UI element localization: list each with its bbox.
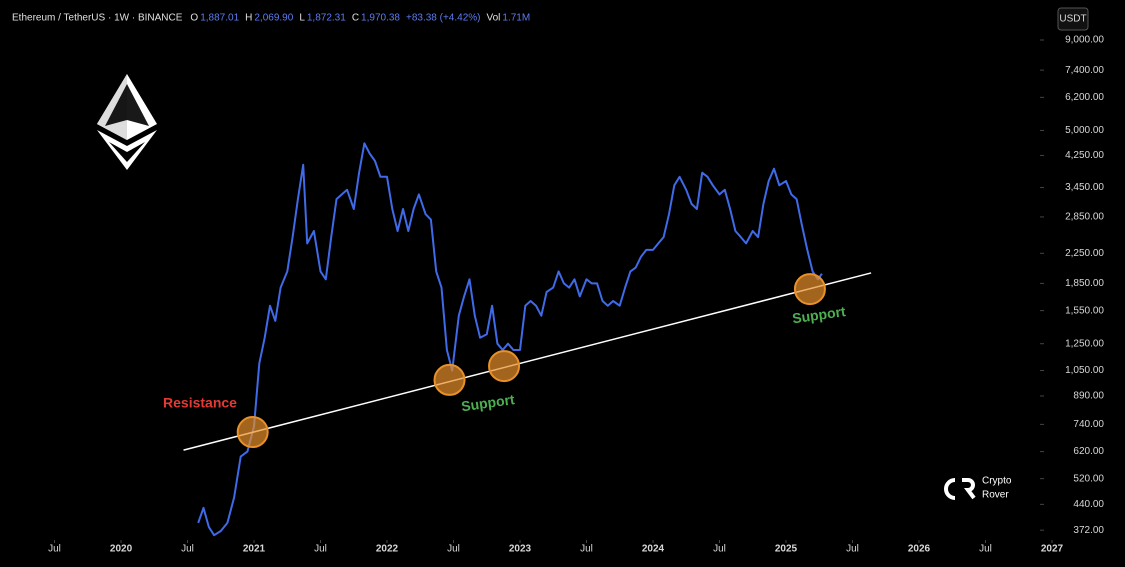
trendline (183, 272, 872, 451)
y-tick-label: 2,850.00 (1065, 212, 1104, 223)
x-tick-label: Jul (713, 544, 726, 555)
ohlc-value: 2,069.90 (254, 13, 293, 24)
currency-box (1057, 7, 1089, 31)
touch-circle (793, 273, 826, 306)
y-tick-label: 890.00 (1073, 391, 1104, 402)
x-tick-label: 2022 (376, 544, 399, 555)
price-axis-panel (1040, 0, 1125, 567)
x-tick-label: Jul (181, 544, 194, 555)
ohlc-key: C (352, 13, 359, 24)
ohlc-value: 1,872.31 (307, 13, 346, 24)
x-tick-label: Jul (580, 544, 593, 555)
x-tick-label: Jul (314, 544, 327, 555)
volume-value: 1.71M (502, 13, 530, 24)
y-tick-label: 1,250.00 (1065, 338, 1104, 349)
x-tick-label: 2021 (243, 544, 266, 555)
ohlc-key: L (299, 13, 305, 24)
y-tick-label: 520.00 (1073, 473, 1104, 484)
y-tick-label: 4,250.00 (1065, 150, 1104, 161)
currency: USDT (1059, 14, 1086, 25)
plot-area (183, 142, 872, 537)
y-tick-label: 9,000.00 (1065, 35, 1104, 46)
x-tick-label: Jul (846, 544, 859, 555)
y-tick-label: 5,000.00 (1065, 125, 1104, 136)
x-tick-label: 2020 (110, 544, 133, 555)
y-tick-label: 7,400.00 (1065, 65, 1104, 76)
x-tick-label: 2023 (509, 544, 532, 555)
y-tick-label: 740.00 (1073, 419, 1104, 430)
ohlc-value: 1,887.01 (200, 13, 239, 24)
x-tick-label: Jul (48, 544, 61, 555)
price-line (197, 142, 823, 537)
y-tick-label: 440.00 (1073, 499, 1104, 510)
y-tick-label: 620.00 (1073, 446, 1104, 457)
symbol-title: Ethereum / TetherUS · 1W · BINANCE (12, 13, 183, 24)
touch-circle (236, 416, 269, 449)
x-tick-label: 2024 (642, 544, 665, 555)
price-change: +83.38 (+4.42%) (406, 13, 481, 24)
y-tick-label: 6,200.00 (1065, 92, 1104, 103)
x-tick-label: Jul (447, 544, 460, 555)
ohlc-value: 1,970.38 (361, 13, 400, 24)
annotation: Support (460, 391, 516, 414)
y-tick-label: 2,250.00 (1065, 248, 1104, 259)
y-tick-label: 1,550.00 (1065, 305, 1104, 316)
volume-key: Vol (486, 13, 500, 24)
x-tick-label: 2025 (775, 544, 798, 555)
y-tick-label: 372.00 (1073, 525, 1104, 536)
annotation: Resistance (163, 395, 237, 411)
y-tick-label: 3,450.00 (1065, 182, 1104, 193)
x-tick-label: 2026 (908, 544, 931, 555)
eth-logo (97, 74, 157, 170)
y-tick-label: 1,050.00 (1065, 365, 1104, 376)
brand-line: Crypto (982, 476, 1012, 487)
touch-circle (433, 363, 466, 396)
ohlc-key: H (245, 13, 252, 24)
annotation: Support (791, 303, 847, 326)
touch-circle (488, 350, 521, 383)
ohlc-key: O (190, 13, 198, 24)
brand-line: Rover (982, 490, 1009, 501)
y-tick-label: 1,850.00 (1065, 278, 1104, 289)
brand-logo (944, 478, 976, 500)
x-tick-label: 2027 (1041, 544, 1064, 555)
x-tick-label: Jul (979, 544, 992, 555)
